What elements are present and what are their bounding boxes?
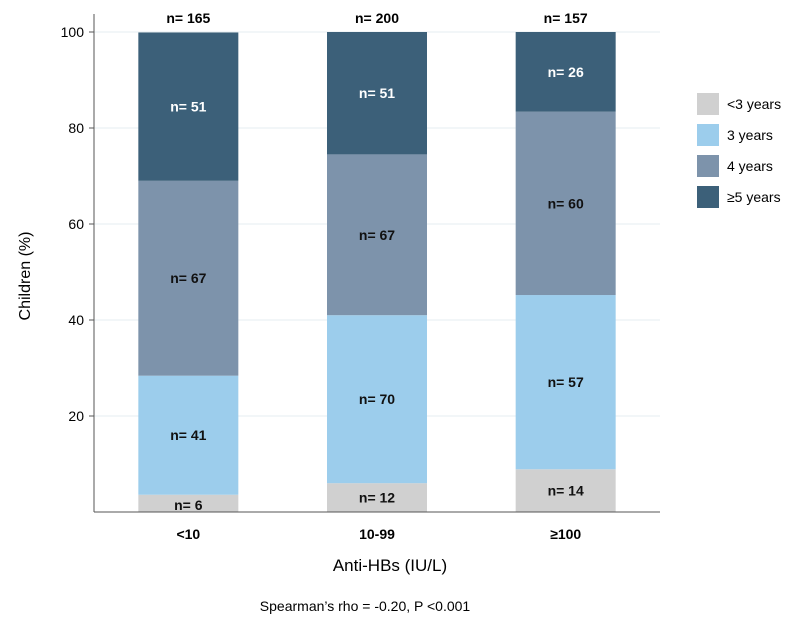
bar-segment [327, 483, 427, 512]
bar-segment [327, 315, 427, 484]
y-tick-label: 100 [61, 24, 85, 40]
legend-label: 3 years [727, 127, 773, 143]
legend-label: ≥5 years [727, 189, 781, 205]
bar-data-label: n= 14 [548, 483, 584, 499]
bar-total-label: n= 165 [166, 10, 210, 26]
x-axis-title-wrap: Anti-HBs (IU/L) [0, 556, 760, 576]
bar-total-label: n= 157 [544, 10, 588, 26]
bar-segment [138, 32, 239, 181]
legend-swatch [697, 155, 719, 177]
bar-data-label: n= 51 [359, 85, 395, 101]
bar-data-label: n= 6 [174, 497, 203, 513]
y-tick-label: 60 [68, 216, 84, 232]
bar-segment [515, 295, 616, 470]
x-tick-label: ≥100 [550, 526, 581, 542]
bar-total-label: n= 200 [355, 10, 399, 26]
bar-data-label: n= 51 [170, 99, 206, 115]
bar-segment [138, 180, 239, 376]
legend-swatch [697, 124, 719, 146]
bar-data-label: n= 12 [359, 490, 395, 506]
bar-data-label: n= 41 [170, 427, 206, 443]
data-labels: n= 6 n= 41 n= 67 n= 51 n= 165 n= 12 n= 70 n= 67… [166, 10, 588, 513]
bars [138, 32, 616, 512]
bar-data-label: n= 57 [548, 374, 584, 390]
y-tick-label: 40 [68, 312, 84, 328]
axes: 20 40 60 80 100 <10 10-99 ≥100 [61, 14, 660, 542]
bar-segment [515, 469, 616, 512]
legend-item: 4 years [697, 154, 781, 178]
y-axis-title: Children (%) [17, 231, 34, 321]
legend-swatch [697, 93, 719, 115]
bar-segment [327, 32, 427, 155]
legend-label: 4 years [727, 158, 773, 174]
legend-item: 3 years [697, 123, 781, 147]
bar-data-label: n= 70 [359, 391, 395, 407]
y-tick-label: 80 [68, 120, 84, 136]
bar-data-label: n= 26 [548, 64, 584, 80]
legend-swatch [697, 186, 719, 208]
legend: <3 years 3 years 4 years ≥5 years [697, 92, 781, 216]
bar-data-label: n= 67 [170, 270, 206, 286]
statistics-annotation: Spearman’s rho = -0.20, P <0.001 [259, 598, 471, 614]
bar-segment [515, 111, 616, 296]
legend-label: <3 years [727, 96, 782, 112]
bar-segment [138, 494, 239, 512]
bar-segment [327, 154, 427, 316]
y-tick-label: 20 [68, 408, 84, 424]
legend-item: ≥5 years [697, 185, 781, 209]
bar-segment [138, 375, 239, 495]
bar-data-label: n= 60 [548, 195, 584, 211]
x-axis-title: Anti-HBs (IU/L) [332, 556, 448, 575]
bar-segment [515, 32, 616, 112]
bar-data-label: n= 67 [359, 227, 395, 243]
x-tick-label: 10-99 [359, 526, 395, 542]
legend-item: <3 years [697, 92, 781, 116]
x-tick-label: <10 [176, 526, 200, 542]
